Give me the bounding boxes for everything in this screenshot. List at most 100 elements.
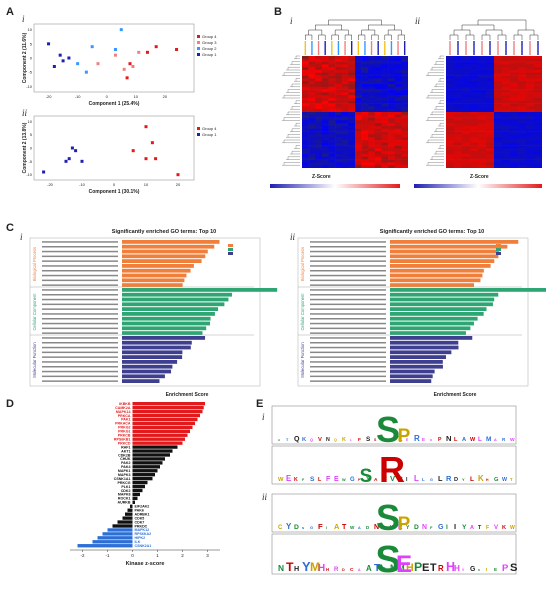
heatmap-cell — [355, 128, 362, 132]
go-term-label-placeholder — [310, 303, 386, 306]
heatmap-cell — [328, 126, 336, 130]
heatmap-cell — [518, 98, 527, 102]
heatmap-cell — [446, 72, 455, 76]
heatmap-cell — [355, 156, 362, 160]
heatmap-cell — [335, 64, 343, 68]
heatmap-cell — [348, 78, 356, 82]
heatmap-cell — [502, 84, 511, 88]
heatmap-cell — [341, 106, 349, 110]
heatmap-cell — [328, 109, 336, 113]
heatmap-cell — [381, 142, 389, 146]
logo-small-letter: K — [302, 437, 307, 443]
heatmap-cell — [510, 56, 519, 60]
heatmap-cell — [315, 100, 323, 104]
heatmap-cell — [361, 109, 369, 113]
heatmap-cell — [446, 117, 455, 121]
heatmap-cell — [494, 78, 503, 82]
heatmap-cell — [394, 95, 402, 99]
heatmap-cell — [348, 128, 356, 132]
heatmap-cell — [388, 128, 396, 132]
heatmap-cell — [374, 56, 382, 60]
heatmap-cell — [335, 70, 343, 74]
go-term-label-placeholder — [42, 342, 118, 344]
column-label-mark — [537, 41, 539, 55]
go-bar — [390, 307, 487, 311]
heatmap-cell — [462, 84, 471, 88]
heatmap-cell — [302, 148, 309, 152]
heatmap-cell — [388, 137, 396, 141]
heatmap-cell — [361, 128, 369, 132]
kinase-label: RPS6KB1 — [114, 437, 131, 441]
heatmap-cell — [446, 58, 455, 62]
logo-small-letter: R — [446, 474, 452, 483]
heatmap-cell — [494, 123, 503, 127]
y-tick-label: 5 — [30, 41, 33, 46]
heatmap-cell — [486, 70, 495, 74]
heatmap-cell — [446, 86, 455, 90]
go-bar — [390, 326, 471, 331]
heatmap-cell — [355, 81, 362, 85]
heatmap-cell — [328, 140, 336, 144]
heatmap-cell — [462, 81, 471, 85]
logo-small-letter: C — [382, 476, 387, 483]
data-point — [61, 59, 65, 63]
heatmap-cell — [321, 72, 329, 76]
heatmap-cell — [341, 137, 349, 141]
logo-main-letter: S — [376, 409, 400, 450]
heatmap-cell — [510, 142, 519, 146]
heatmap-cell — [401, 140, 409, 144]
heatmap-cell — [510, 95, 519, 99]
go-category-label: Cellular Component — [300, 293, 305, 331]
logo-main-letter: S — [376, 497, 400, 538]
logo-small-letter: R — [334, 566, 339, 573]
heatmap-cell — [478, 128, 487, 132]
heatmap-cell — [315, 134, 323, 138]
heatmap-cell — [361, 134, 369, 138]
logo-small-letter: G — [470, 566, 475, 573]
heatmap-cell — [374, 134, 382, 138]
heatmap-cell — [534, 151, 543, 155]
heatmap-cell — [321, 86, 329, 90]
column-label-mark — [390, 41, 393, 55]
heatmap-cell — [470, 64, 479, 68]
heatmap-cell — [335, 142, 343, 146]
column-label-mark — [481, 41, 483, 55]
logo-small-letter: V — [494, 524, 499, 531]
go-bar — [122, 355, 183, 359]
heatmap-cell — [361, 103, 369, 107]
dendrogram-branch — [481, 34, 491, 40]
go-bar — [390, 345, 459, 350]
heatmap-cell — [302, 159, 309, 163]
go-bar — [122, 278, 185, 283]
go-term-label-placeholder — [310, 327, 386, 330]
heatmap-cell — [308, 58, 316, 62]
heatmap-cell — [502, 98, 511, 102]
heatmap-cell — [401, 137, 409, 141]
logo-small-letter: I — [406, 477, 408, 483]
kinase-bar — [107, 528, 133, 532]
heatmap-cell — [462, 159, 471, 163]
heatmap-cell — [526, 154, 535, 158]
heatmap-cell — [374, 98, 382, 102]
heatmap-cell — [462, 103, 471, 107]
heatmap-cell — [394, 114, 402, 118]
heatmap-cell — [348, 58, 356, 62]
panel-e-i-label: i — [262, 412, 265, 422]
heatmap-cell — [315, 159, 323, 163]
heatmap-cell — [454, 134, 463, 138]
heatmap-cell — [510, 159, 519, 163]
dendrogram-branch — [308, 29, 323, 35]
dendrogram-branch — [368, 24, 395, 30]
heatmap-cell — [335, 56, 343, 60]
heatmap-cell — [355, 134, 362, 138]
heatmap-cell — [526, 67, 535, 71]
heatmap-cell — [534, 145, 543, 149]
heatmap-cell — [315, 103, 323, 107]
heatmap-cell — [321, 106, 329, 110]
heatmap-cell — [315, 81, 323, 85]
dendrogram-branch — [331, 34, 339, 40]
heatmap-cell — [341, 109, 349, 113]
heatmap-cell — [470, 61, 479, 65]
logo-small-letter: D — [454, 477, 458, 483]
heatmap-cell — [328, 142, 336, 146]
